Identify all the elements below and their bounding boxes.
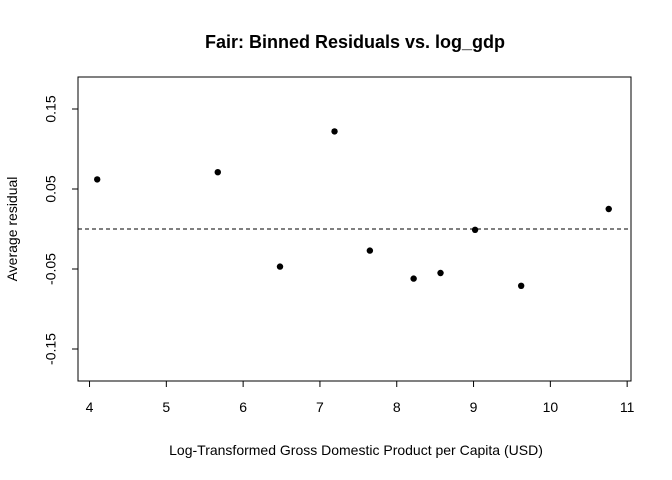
data-point <box>331 128 338 135</box>
data-point <box>410 275 417 282</box>
data-point <box>366 247 374 254</box>
x-axis-label: Log-Transformed Gross Domestic Product p… <box>169 442 543 458</box>
x-tick-label: 4 <box>86 399 94 415</box>
x-tick-label: 10 <box>543 399 559 415</box>
x-tick-label: 11 <box>620 399 635 415</box>
data-point <box>94 176 101 183</box>
x-tick-label: 8 <box>393 399 401 415</box>
x-axis-ticks: 4 5 6 7 8 9 10 11 <box>86 381 635 415</box>
x-tick-label: 9 <box>470 399 478 415</box>
data-points <box>94 128 612 289</box>
data-point <box>605 205 612 213</box>
data-point <box>437 269 444 277</box>
x-tick-label: 5 <box>162 399 170 415</box>
y-tick-label: 0.05 <box>43 175 59 202</box>
x-tick-label: 6 <box>239 399 247 415</box>
data-point <box>276 263 284 270</box>
y-tick-label: -0.15 <box>43 333 59 365</box>
y-tick-label: 0.15 <box>43 95 59 122</box>
y-axis-ticks: -0.15 -0.05 0.05 0.15 <box>43 95 78 365</box>
data-point <box>471 226 479 233</box>
y-tick-label: -0.05 <box>43 253 59 285</box>
data-point <box>214 169 221 176</box>
data-point <box>517 282 525 289</box>
y-axis-label: Average residual <box>4 177 20 282</box>
chart-title: Fair: Binned Residuals vs. log_gdp <box>205 32 505 52</box>
x-tick-label: 7 <box>316 399 324 415</box>
